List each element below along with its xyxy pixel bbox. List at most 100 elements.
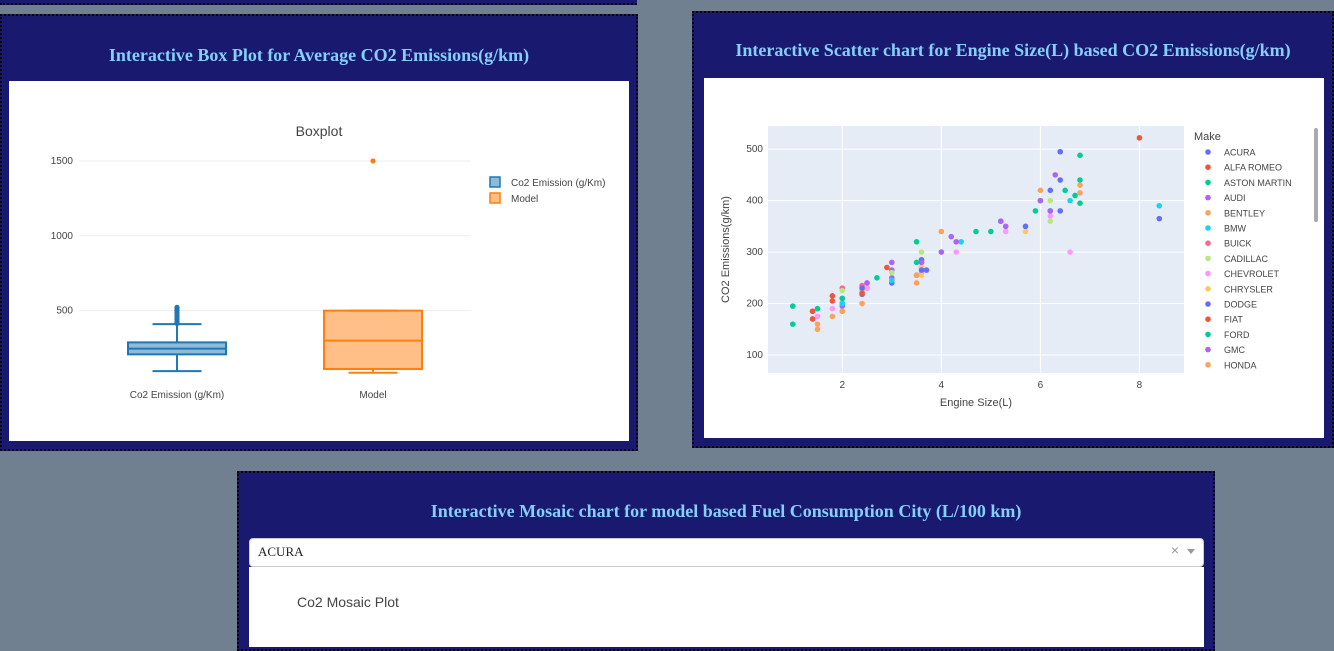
legend-label: CHEVROLET — [1224, 269, 1280, 279]
scatter-point — [1077, 152, 1083, 159]
y-tick-label: 400 — [746, 196, 763, 207]
y-tick-label: 1500 — [51, 156, 74, 167]
legend-marker — [1205, 316, 1211, 322]
legend-label: HONDA — [1224, 360, 1257, 370]
scatter-point — [814, 313, 821, 320]
scatter-point — [809, 308, 816, 315]
y-tick-label: 200 — [746, 299, 763, 310]
scatter-point — [1077, 182, 1083, 188]
boxplot-plot-area[interactable]: Boxplot 500 1000 1500 Co2 Emission (g/Km) Mod… — [9, 81, 629, 441]
scatter-point — [948, 233, 955, 240]
x-tick-label: 8 — [1137, 380, 1143, 391]
scatter-point — [839, 308, 846, 315]
scatter-point — [874, 275, 880, 281]
scatter-point — [918, 249, 925, 255]
scatter-point — [913, 272, 920, 279]
scatter-point — [839, 287, 846, 294]
x-tick-label: Co2 Emission (g/Km) — [130, 390, 224, 401]
scatter-point — [1047, 213, 1054, 219]
scatter-point — [1047, 208, 1054, 214]
chevron-down-icon[interactable] — [1187, 549, 1195, 554]
scatter-point — [913, 259, 920, 266]
legend-marker — [1205, 286, 1211, 292]
scatter-point — [1077, 190, 1083, 196]
scatter-point — [1047, 187, 1054, 194]
scatter-point — [1136, 135, 1143, 141]
scatter-point — [829, 305, 836, 312]
legend-label: CADILLAC — [1224, 254, 1269, 264]
previous-panel-edge — [0, 0, 637, 5]
dropdown-selected-value: ACURA — [258, 544, 304, 559]
scatter-point — [889, 269, 895, 276]
scatter-point — [1047, 197, 1054, 204]
scatter-plot-area[interactable]: 2 4 6 8 100 200 300 400 500 Engine Size(L) CO2 Emi… — [704, 78, 1324, 438]
scatter-point — [923, 267, 930, 273]
outlier-point — [370, 158, 376, 164]
scatter-point — [814, 305, 821, 312]
scatter-point — [1156, 215, 1163, 222]
legend-marker — [1205, 240, 1211, 246]
x-tick-label: 6 — [1038, 380, 1044, 391]
scatter-point — [1057, 148, 1063, 155]
scatter-point — [809, 316, 816, 322]
scatter-point — [859, 290, 865, 297]
legend-label: BUICK — [1224, 239, 1252, 249]
chart-title: Boxplot — [296, 123, 343, 139]
mosaic-plot-area[interactable]: Co2 Mosaic Plot — [249, 567, 1204, 647]
legend-label: FORD — [1224, 330, 1250, 340]
scatter-point — [1022, 228, 1029, 235]
scatter-point — [1077, 177, 1083, 183]
outlier-point — [174, 304, 180, 310]
legend-swatch — [489, 176, 501, 188]
legend-label: AUDI — [1224, 193, 1246, 203]
scatter-point — [1062, 187, 1068, 194]
y-tick-label: 500 — [746, 144, 763, 155]
scatter-point — [814, 326, 821, 333]
plot-background — [768, 126, 1184, 373]
scatter-point — [789, 303, 796, 309]
legend-scrollbar[interactable] — [1314, 128, 1318, 222]
scatter-point — [1156, 202, 1163, 209]
scatter-point — [1057, 208, 1063, 214]
scatter-point — [1037, 187, 1044, 194]
scatter-point — [1052, 172, 1059, 178]
scatter-point — [1077, 200, 1083, 206]
mosaic-panel-title: Interactive Mosaic chart for model based… — [430, 501, 1022, 521]
scatter-point — [1067, 197, 1073, 204]
legend-label: BMW — [1224, 224, 1247, 234]
scatter-point — [889, 277, 895, 284]
scatter-point — [829, 293, 836, 299]
legend-label: ALFA ROMEO — [1224, 163, 1282, 173]
boxplot-chart: Boxplot 500 1000 1500 Co2 Emission (g/Km) Mod… — [51, 123, 606, 401]
scatter-point — [884, 264, 890, 271]
y-tick-label: 100 — [746, 350, 763, 361]
scatter-point — [1022, 223, 1029, 230]
scatter-point — [864, 280, 870, 286]
scatter-point — [913, 280, 920, 286]
x-tick-label: Model — [359, 390, 386, 401]
scatter-point — [973, 228, 979, 235]
legend-marker — [1205, 149, 1211, 155]
legend-marker — [1205, 301, 1211, 307]
scatter-point — [918, 259, 925, 266]
scatter-point — [1067, 249, 1073, 255]
x-tick-label: 2 — [840, 380, 846, 391]
legend-label: Co2 Emission (g/Km) — [511, 178, 605, 189]
scatter-point — [839, 300, 846, 307]
legend-marker — [1205, 270, 1211, 277]
make-dropdown[interactable]: ACURA × — [249, 538, 1204, 567]
clear-icon[interactable]: × — [1170, 542, 1179, 558]
legend-marker — [1205, 346, 1211, 353]
mosaic-panel: Interactive Mosaic chart for model based… — [237, 471, 1215, 651]
scatter-point — [1002, 223, 1009, 230]
scatter-point — [814, 321, 821, 327]
legend-label: ACURA — [1224, 148, 1256, 158]
legend-label: FIAT — [1224, 315, 1243, 325]
scatter-point — [1047, 218, 1054, 224]
scatter-point — [1057, 177, 1063, 183]
scatter-panel: Interactive Scatter chart for Engine Siz… — [692, 11, 1334, 448]
boxplot-panel-title: Interactive Box Plot for Average CO2 Emi… — [108, 45, 530, 65]
legend-label: DODGE — [1224, 300, 1257, 310]
scatter-point — [988, 228, 994, 235]
scatter-point — [938, 249, 945, 255]
